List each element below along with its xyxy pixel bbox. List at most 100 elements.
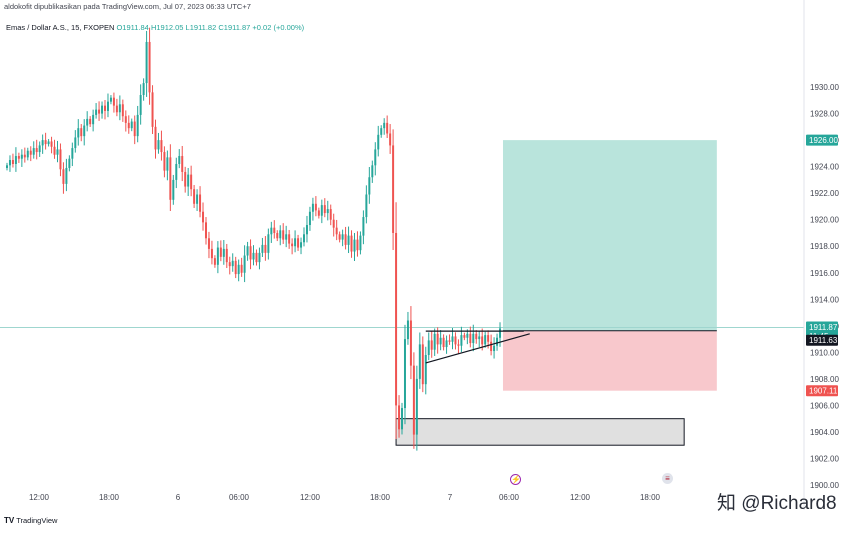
- time-tick-label: 06:00: [229, 493, 250, 502]
- candle-body: [181, 156, 184, 172]
- time-tick-label: 7: [448, 493, 453, 502]
- candle-body: [59, 149, 62, 170]
- candle-body: [71, 148, 74, 159]
- candle-body: [216, 247, 219, 265]
- candle-body: [457, 344, 460, 346]
- candle-body: [409, 320, 412, 366]
- candle-body: [20, 154, 23, 159]
- candle-body: [23, 154, 26, 158]
- candle-body: [237, 264, 240, 275]
- candle-body: [202, 211, 205, 223]
- candle-body: [270, 227, 273, 235]
- candle-body: [347, 235, 350, 245]
- candle-body: [89, 118, 92, 125]
- candle-body: [460, 335, 463, 346]
- price-tag-text: 1911.63: [809, 336, 838, 345]
- candle-body: [294, 238, 297, 247]
- candle-body: [261, 244, 264, 253]
- candle-body: [98, 109, 101, 114]
- price-tick-label: 1922.00: [810, 189, 839, 198]
- candle-body: [109, 97, 112, 102]
- candle-body: [53, 146, 56, 155]
- watermark: 知 @Richard8: [717, 493, 837, 514]
- candle-body: [475, 333, 478, 340]
- candle-body: [276, 232, 279, 239]
- time-tick-label: 12:00: [29, 493, 50, 502]
- candle-body: [303, 234, 305, 243]
- candle-body: [365, 194, 368, 218]
- candle-body: [151, 92, 154, 127]
- candle-body: [142, 83, 145, 96]
- candle-body: [190, 174, 193, 190]
- candle-body: [493, 345, 496, 352]
- candle-body: [439, 337, 442, 345]
- candle-body: [14, 156, 17, 164]
- candle-body: [249, 246, 252, 260]
- candle-body: [145, 41, 148, 84]
- candle-body: [445, 340, 448, 348]
- triangle-support-line[interactable]: [425, 333, 530, 364]
- candle-body: [136, 114, 139, 137]
- time-tick-label: 12:00: [570, 493, 591, 502]
- candle-body: [17, 156, 20, 159]
- candle-body: [157, 140, 160, 150]
- price-tag-text: 1907.11: [809, 387, 838, 396]
- candle-body: [255, 252, 258, 263]
- candle-body: [350, 235, 353, 252]
- candle-body: [196, 194, 199, 204]
- time-tick-label: 18:00: [99, 493, 120, 502]
- candle-body: [101, 105, 104, 114]
- time-axis[interactable]: 12:00 18:00 6 06:00 12:00 18:00 7 06:00 12:00 18:…: [29, 493, 661, 502]
- candle-body: [35, 148, 38, 153]
- symbol-legend[interactable]: Emas / Dollar A.S., 15, FXOPEN O1911.84 …: [6, 23, 304, 32]
- time-tick-label: 06:00: [499, 493, 520, 502]
- candle-body: [285, 234, 288, 240]
- candle-body: [160, 140, 163, 153]
- tradingview-footer[interactable]: TV TradingView: [4, 516, 57, 525]
- candle-body: [228, 262, 231, 267]
- price-tick-label: 1928.00: [810, 110, 839, 119]
- candle-body: [62, 169, 65, 184]
- candle-body: [6, 165, 8, 168]
- price-tick-label: 1914.00: [810, 295, 839, 304]
- tradingview-text: TradingView: [16, 516, 58, 525]
- candle-body: [118, 104, 121, 113]
- candles-group: [6, 27, 502, 451]
- price-tag-stop: [806, 385, 838, 397]
- candle-body: [29, 150, 32, 155]
- candle-body: [442, 337, 445, 348]
- candle-body: [74, 137, 77, 149]
- candle-body: [335, 227, 338, 235]
- candle-body: [139, 95, 142, 115]
- lightning-event-icon[interactable]: ⚡: [510, 474, 521, 485]
- candle-body: [26, 150, 29, 158]
- candle-body: [466, 333, 469, 338]
- candle-body: [353, 239, 356, 252]
- candle-body: [329, 209, 332, 220]
- price-tick-label: 1920.00: [810, 216, 839, 225]
- candle-body: [193, 189, 196, 204]
- candle-body: [481, 336, 484, 345]
- candle-body: [77, 128, 80, 138]
- candle-body: [386, 122, 389, 134]
- time-tick-label: 6: [176, 493, 181, 502]
- candle-body: [124, 116, 127, 123]
- candle-body: [311, 203, 314, 212]
- candle-body: [371, 165, 374, 178]
- candle-body: [267, 234, 270, 253]
- candle-body: [317, 210, 320, 216]
- candle-body: [83, 125, 86, 137]
- candle-body: [121, 104, 124, 117]
- candle-body: [374, 149, 377, 166]
- candle-body: [499, 328, 502, 338]
- candle-body: [490, 341, 493, 352]
- us-flag-event-icon[interactable]: ≡: [662, 473, 673, 484]
- candle-body: [234, 260, 237, 275]
- time-tick-label: 18:00: [640, 493, 661, 502]
- candle-body: [362, 217, 365, 236]
- time-tick-label: 12:00: [300, 493, 321, 502]
- stop-zone: [502, 330, 717, 391]
- target-zone: [502, 140, 717, 331]
- candle-body: [207, 238, 210, 249]
